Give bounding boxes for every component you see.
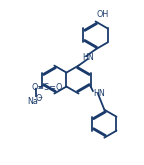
Text: HN: HN [94,89,105,98]
Text: OH: OH [96,10,109,19]
Text: Na: Na [28,98,38,106]
Text: O: O [35,94,42,103]
Text: O=S=O: O=S=O [32,83,63,92]
Text: −: − [38,94,43,99]
Text: HN: HN [83,53,94,62]
